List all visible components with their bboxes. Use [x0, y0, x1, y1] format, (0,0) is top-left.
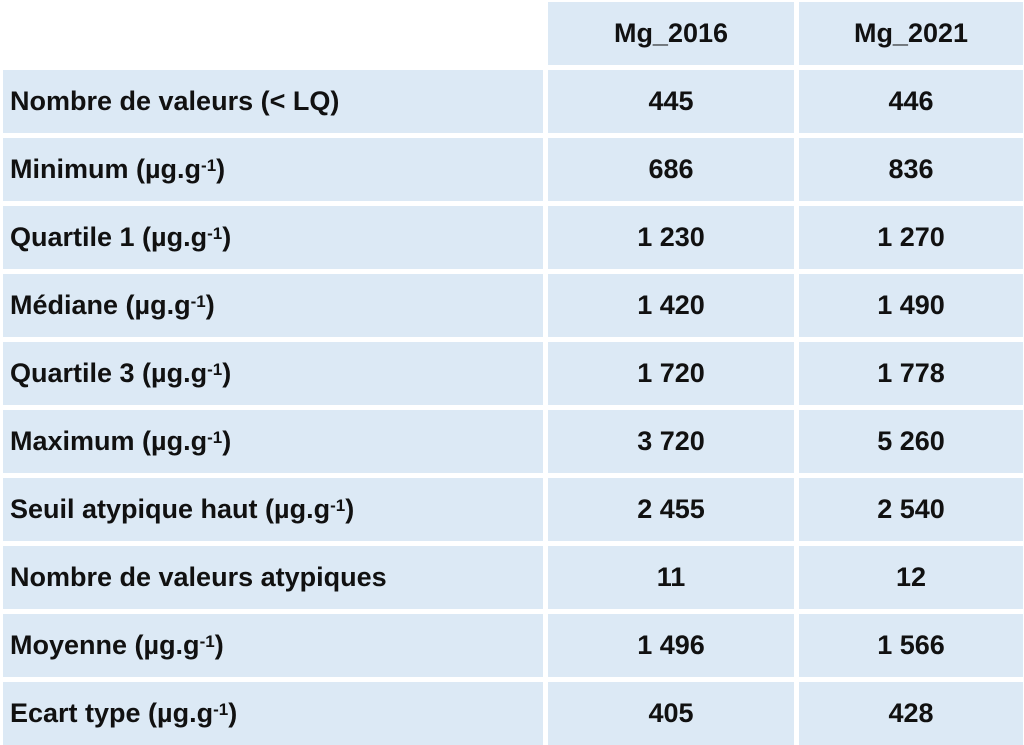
- value-cell: 2 540: [799, 478, 1023, 541]
- label-suffix: ): [216, 154, 226, 184]
- value-cell: 1 230: [548, 206, 794, 269]
- label-text: Quartile 3 (µg.g: [10, 358, 208, 388]
- label-suffix: ): [214, 630, 224, 660]
- value-cell: 1 496: [548, 614, 794, 677]
- value-cell: 836: [799, 138, 1023, 201]
- value-cell: 428: [799, 682, 1023, 745]
- label-text: Nombre de valeurs atypiques: [10, 562, 387, 592]
- value-cell: 2 455: [548, 478, 794, 541]
- row-label: Minimum (µg.g -1): [3, 138, 543, 201]
- row-label: Ecart type (µg.g -1): [3, 682, 543, 745]
- value-cell: 405: [548, 682, 794, 745]
- label-text: Minimum (µg.g: [10, 154, 202, 184]
- row-label: Quartile 1 (µg.g -1): [3, 206, 543, 269]
- label-text: Médiane (µg.g: [10, 290, 191, 320]
- row-label: Médiane (µg.g -1): [3, 274, 543, 337]
- corner-cell: [3, 2, 543, 65]
- label-text: Ecart type (µg.g: [10, 698, 214, 728]
- value-cell: 1 270: [799, 206, 1023, 269]
- column-header: Mg_2021: [799, 2, 1023, 65]
- data-table: Mg_2016 Mg_2021 Nombre de valeurs (< LQ) 44…: [3, 2, 1023, 745]
- row-label: Quartile 3 (µg.g -1): [3, 342, 543, 405]
- value-cell: 12: [799, 546, 1023, 609]
- value-cell: 446: [799, 70, 1023, 133]
- label-suffix: ): [205, 290, 215, 320]
- row-label: Seuil atypique haut (µg.g -1): [3, 478, 543, 541]
- value-cell: 686: [548, 138, 794, 201]
- label-text: Nombre de valeurs (< LQ): [10, 86, 340, 116]
- value-cell: 1 420: [548, 274, 794, 337]
- row-label: Moyenne (µg.g -1): [3, 614, 543, 677]
- value-cell: 1 566: [799, 614, 1023, 677]
- value-cell: 5 260: [799, 410, 1023, 473]
- label-suffix: ): [222, 426, 232, 456]
- value-cell: 1 720: [548, 342, 794, 405]
- label-text: Maximum (µg.g: [10, 426, 208, 456]
- value-cell: 445: [548, 70, 794, 133]
- row-label: Nombre de valeurs atypiques: [3, 546, 543, 609]
- label-text: Quartile 1 (µg.g: [10, 222, 208, 252]
- label-suffix: ): [222, 358, 232, 388]
- value-cell: 11: [548, 546, 794, 609]
- value-cell: 1 490: [799, 274, 1023, 337]
- value-cell: 1 778: [799, 342, 1023, 405]
- column-header: Mg_2016: [548, 2, 794, 65]
- label-text: Moyenne (µg.g: [10, 630, 200, 660]
- value-cell: 3 720: [548, 410, 794, 473]
- row-label: Nombre de valeurs (< LQ): [3, 70, 543, 133]
- label-suffix: ): [228, 698, 238, 728]
- row-label: Maximum (µg.g -1): [3, 410, 543, 473]
- label-text: Seuil atypique haut (µg.g: [10, 494, 331, 524]
- label-suffix: ): [345, 494, 355, 524]
- label-suffix: ): [222, 222, 232, 252]
